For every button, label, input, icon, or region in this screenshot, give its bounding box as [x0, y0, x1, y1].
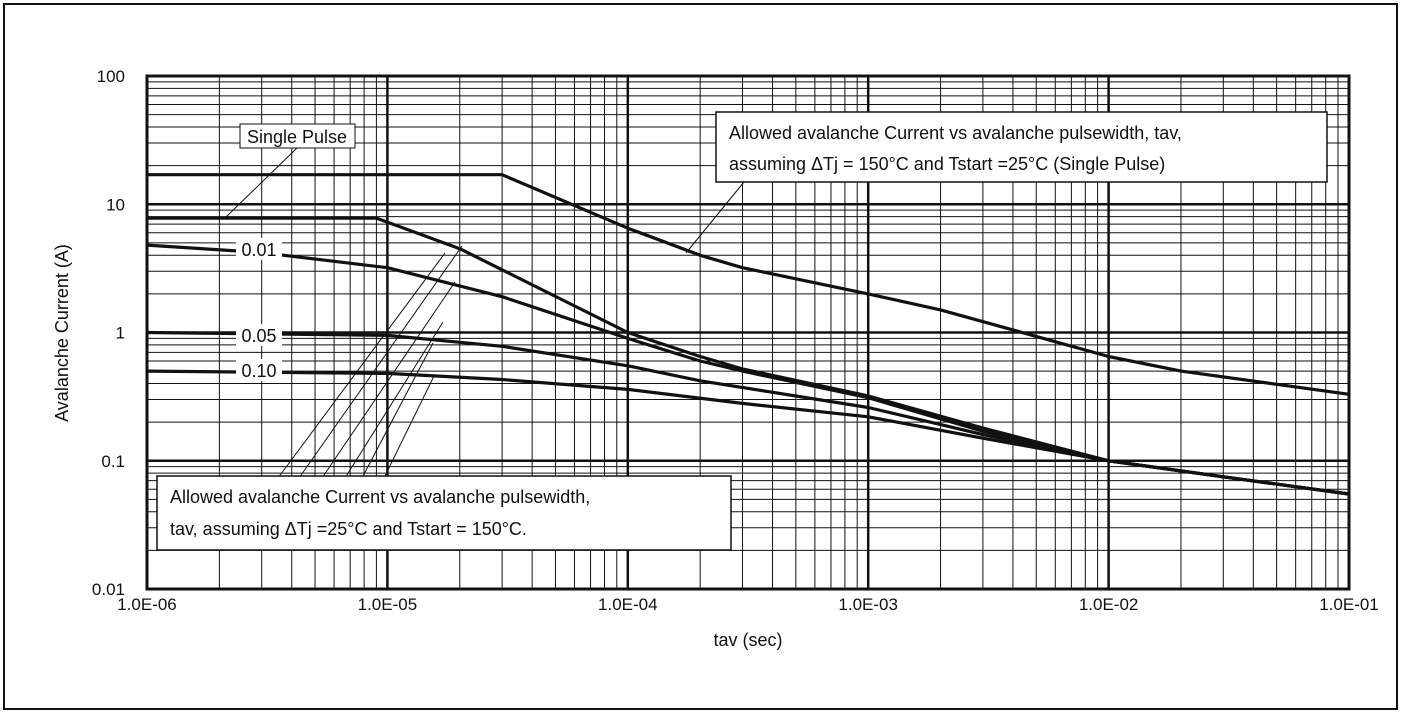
- y-axis-title: Avalanche Current (A): [52, 244, 72, 422]
- tick-labels: 1.0E-06 1.0E-05 1.0E-04 1.0E-03 1.0E-02 1.0E-…: [92, 67, 1379, 614]
- label-box-single-pulse: [239, 123, 356, 149]
- series-label-010: 0.10: [241, 361, 276, 381]
- leader-lines: [225, 147, 745, 479]
- leader-line: [361, 342, 434, 479]
- label-box-005: [236, 324, 282, 346]
- series-label-005: 0.05: [241, 326, 276, 346]
- annotation-box-repetitive: [156, 475, 732, 551]
- leader-line: [685, 181, 745, 254]
- leader-line: [344, 321, 444, 479]
- x-tick-label: 1.0E-06: [117, 595, 177, 614]
- x-tick-label: 1.0E-01: [1319, 595, 1379, 614]
- x-tick-label: 1.0E-05: [358, 595, 418, 614]
- series-lines: [146, 173, 1350, 496]
- series-line-4: [146, 369, 1350, 496]
- leader-line: [298, 245, 463, 479]
- y-tick-label: 100: [97, 67, 125, 86]
- x-tick-label: 1.0E-02: [1079, 595, 1139, 614]
- annotation-line-1: Allowed avalanche Current vs avalanche p…: [729, 123, 1182, 143]
- label-box-010: [236, 359, 282, 381]
- series-line-0: [147, 173, 1350, 396]
- leader-line: [321, 281, 456, 479]
- plot-frame: [145, 74, 1351, 591]
- series-label-001: 0.01: [241, 240, 276, 260]
- x-axis-title: tav (sec): [713, 630, 782, 650]
- annotation-line-4: tav, assuming ΔTj =25°C and Tstart = 150…: [170, 519, 527, 539]
- y-tick-label: 1: [116, 324, 125, 343]
- series-label-single-pulse: Single Pulse: [247, 127, 347, 147]
- y-tick-label: 10: [106, 195, 125, 214]
- y-tick-label: 0.01: [92, 580, 125, 599]
- annotation-line-3: Allowed avalanche Current vs avalanche p…: [170, 487, 590, 507]
- y-tick-label: 0.1: [101, 452, 125, 471]
- leader-line: [225, 147, 298, 218]
- leader-line: [277, 252, 446, 479]
- label-box-001: [236, 238, 282, 260]
- annotation-line-2: assuming ΔTj = 150°C and Tstart =25°C (S…: [729, 154, 1165, 174]
- x-tick-label: 1.0E-03: [838, 595, 898, 614]
- x-tick-label: 1.0E-04: [598, 595, 658, 614]
- leader-line: [383, 375, 435, 479]
- annotation-box-single-pulse: [715, 111, 1328, 183]
